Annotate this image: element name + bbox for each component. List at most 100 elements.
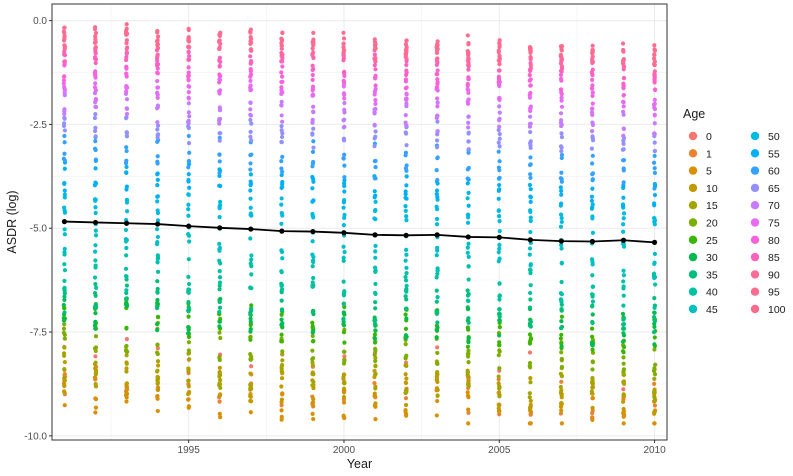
data-point [466,360,471,365]
data-point [61,330,67,335]
mean-line [64,220,655,244]
data-point [527,252,532,257]
data-point [590,177,595,182]
data-point [373,417,378,422]
data-point [434,62,439,68]
data-point [61,78,67,83]
data-point [527,323,532,328]
data-point [434,50,440,55]
data-point [372,144,377,149]
mean-point [620,237,627,243]
data-point [217,138,222,143]
data-point [187,357,192,362]
legend-key [688,131,698,141]
data-point [186,49,191,54]
data-point [342,359,347,364]
data-point [589,194,595,199]
legend-label: 85 [768,252,780,264]
data-point [310,72,315,78]
data-point [186,73,191,78]
data-point [373,306,378,311]
data-point [310,339,316,344]
data-point [527,44,533,50]
legend-label: 55 [768,148,780,160]
data-point [497,325,502,330]
data-point [92,128,98,134]
legend-label: 15 [706,200,718,212]
data-point [620,41,626,46]
x-tick-label: 1995 [178,445,201,456]
data-point [466,76,471,82]
data-point [248,54,253,59]
data-point [373,318,378,323]
data-point [218,392,223,397]
legend-key [688,252,698,262]
data-point [590,122,596,128]
data-point [62,285,67,291]
legend-key [688,270,698,279]
data-point [310,357,315,362]
data-point [404,196,409,201]
data-point [62,128,68,133]
data-point [653,362,658,367]
data-point [652,411,657,416]
data-point [590,347,595,352]
data-point [187,185,192,190]
data-point [652,52,657,57]
data-point [310,363,315,368]
data-point [590,378,595,384]
data-point [186,202,191,207]
mean-point [61,218,68,225]
data-point [497,96,502,101]
data-point [373,199,378,205]
data-point [155,208,160,213]
data-point [559,219,564,225]
data-point [186,305,191,310]
data-point [621,203,626,209]
data-point [652,112,657,117]
data-point [155,256,160,261]
mean-point [155,221,161,227]
data-point [310,93,316,98]
data-point [341,301,346,307]
data-point [124,381,130,386]
data-point [93,405,99,410]
data-point [93,205,98,210]
legend-key [750,218,760,227]
data-point [435,81,440,86]
data-point [528,405,533,410]
data-point [559,261,564,266]
data-point [280,391,285,396]
data-point [528,77,533,82]
data-point [527,391,532,396]
data-point [342,189,347,194]
legend-key [688,201,698,210]
data-point [496,165,501,170]
mean-point [186,223,192,229]
data-point [590,284,595,290]
data-point [373,249,378,254]
data-point [186,172,191,177]
data-point [590,205,595,210]
data-point [651,314,657,320]
data-point [155,85,160,90]
data-point [652,395,657,400]
data-point [310,239,315,244]
data-point [496,127,501,133]
data-point [497,349,502,354]
data-point [590,112,595,117]
data-point [496,250,501,255]
data-point [497,311,502,316]
legend-label: 5 [706,166,712,178]
data-point [217,105,222,110]
data-point [621,326,627,331]
data-point [372,107,377,112]
data-point [186,70,191,75]
data-point [341,205,346,210]
data-point [403,192,408,197]
data-point [93,37,98,42]
data-point [373,358,378,364]
data-point [280,79,285,84]
data-point [559,279,564,285]
data-point [403,326,409,331]
